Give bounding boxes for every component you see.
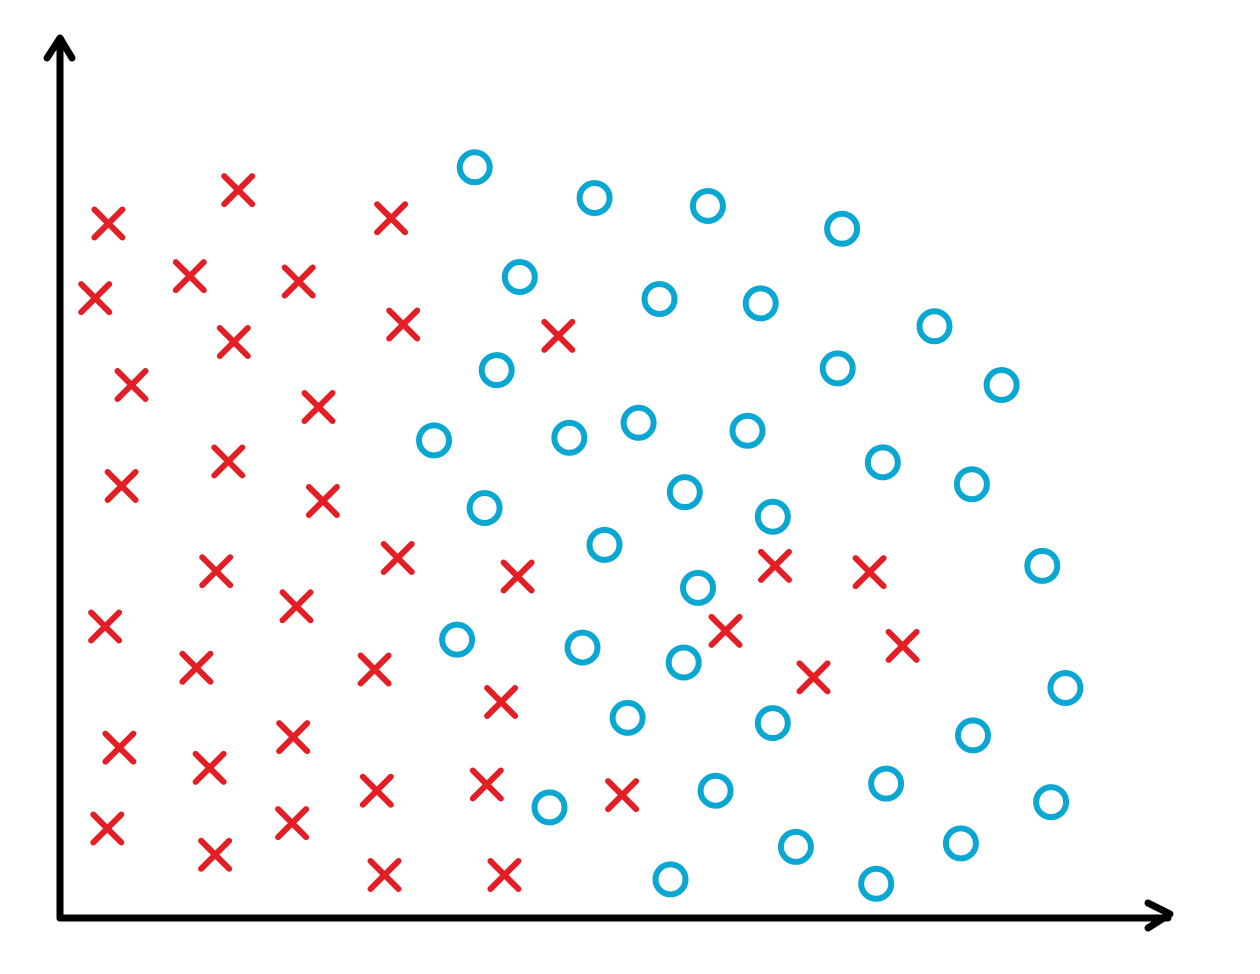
data-point-o-marker (953, 466, 990, 503)
data-point-x-marker (221, 173, 256, 208)
data-point-x-marker (305, 483, 340, 518)
data-point-o-marker (1047, 669, 1084, 706)
data-point-x-marker (279, 589, 314, 624)
data-point-o-marker (416, 422, 452, 459)
data-point-o-marker (689, 187, 726, 224)
data-point-o-marker (576, 180, 613, 217)
data-point-x-marker (885, 628, 920, 663)
data-point-x-marker (487, 857, 522, 892)
data-point-o-marker (754, 498, 791, 535)
data-point-o-marker (742, 285, 779, 322)
data-point-o-marker (754, 705, 791, 742)
data-point-o-marker (680, 569, 716, 606)
data-point-o-marker (697, 772, 734, 809)
data-point-x-marker (211, 444, 246, 479)
data-point-o-marker (466, 489, 503, 526)
data-point-x-marker (179, 650, 214, 685)
data-point-x-marker (281, 264, 316, 299)
data-point-x-marker (380, 541, 415, 576)
data-point-x-marker (357, 652, 392, 687)
data-point-x-marker (852, 555, 887, 590)
data-point-o-marker (666, 474, 703, 511)
data-point-o-marker (564, 629, 601, 666)
data-point-x-marker (541, 318, 576, 353)
data-point-o-marker (1033, 784, 1070, 821)
data-point-o-marker (439, 621, 476, 658)
data-point-x-marker (88, 609, 123, 644)
data-point-o-marker (665, 644, 702, 681)
data-point-o-marker (868, 765, 905, 802)
data-point-o-marker (777, 828, 814, 865)
data-point-o-marker (916, 308, 953, 345)
data-point-x-marker (90, 811, 125, 846)
data-point-o-marker (729, 412, 766, 449)
data-point-o-marker (864, 444, 901, 481)
data-point-o-marker (1024, 547, 1061, 584)
data-point-x-marker (796, 660, 831, 695)
data-point-x-marker (359, 773, 394, 808)
data-point-x-marker (78, 281, 113, 316)
data-point-x-marker (301, 390, 336, 425)
data-point-o-marker (983, 367, 1020, 404)
data-point-x-marker (500, 559, 535, 594)
data-point-x-marker (276, 720, 311, 755)
data-point-o-marker (858, 865, 895, 902)
data-point-o-marker (652, 861, 689, 898)
data-point-o-marker (620, 404, 657, 441)
data-point-x-marker (367, 857, 402, 892)
data-point-o-marker (531, 789, 568, 826)
data-point-x-marker (484, 685, 519, 720)
data-point-x-marker (275, 806, 310, 841)
data-point-o-marker (478, 352, 515, 389)
data-point-x-marker (374, 201, 409, 236)
data-point-o-marker (824, 210, 861, 247)
data-point-x-marker (102, 730, 137, 765)
data-point-x-marker (605, 778, 640, 813)
data-point-x-marker (708, 613, 743, 648)
data-point-o-marker (609, 699, 646, 736)
data-point-x-marker (199, 554, 234, 589)
data-point-x-marker (104, 469, 139, 504)
data-point-o-marker (942, 825, 979, 862)
x-axis-arrowhead (1144, 899, 1174, 932)
data-point-o-marker (586, 526, 623, 563)
data-point-x-marker (216, 325, 251, 360)
data-point-x-marker (114, 368, 149, 403)
data-point-o-marker (551, 419, 588, 456)
data-point-o-marker (819, 350, 856, 387)
data-point-o-marker (955, 717, 991, 754)
data-point-x-marker (758, 548, 792, 583)
data-point-x-marker (469, 767, 504, 802)
data-point-x-marker (172, 259, 207, 294)
data-point-o-marker (501, 259, 538, 296)
data-point-x-marker (192, 750, 227, 785)
axes (43, 34, 1174, 932)
data-point-x-marker (91, 206, 126, 241)
data-point-o-marker (456, 149, 493, 186)
data-point-x-marker (198, 837, 233, 872)
plot-area (78, 149, 1084, 902)
y-axis-arrowhead (43, 34, 76, 62)
data-point-x-marker (386, 307, 421, 342)
data-point-o-marker (641, 281, 678, 318)
